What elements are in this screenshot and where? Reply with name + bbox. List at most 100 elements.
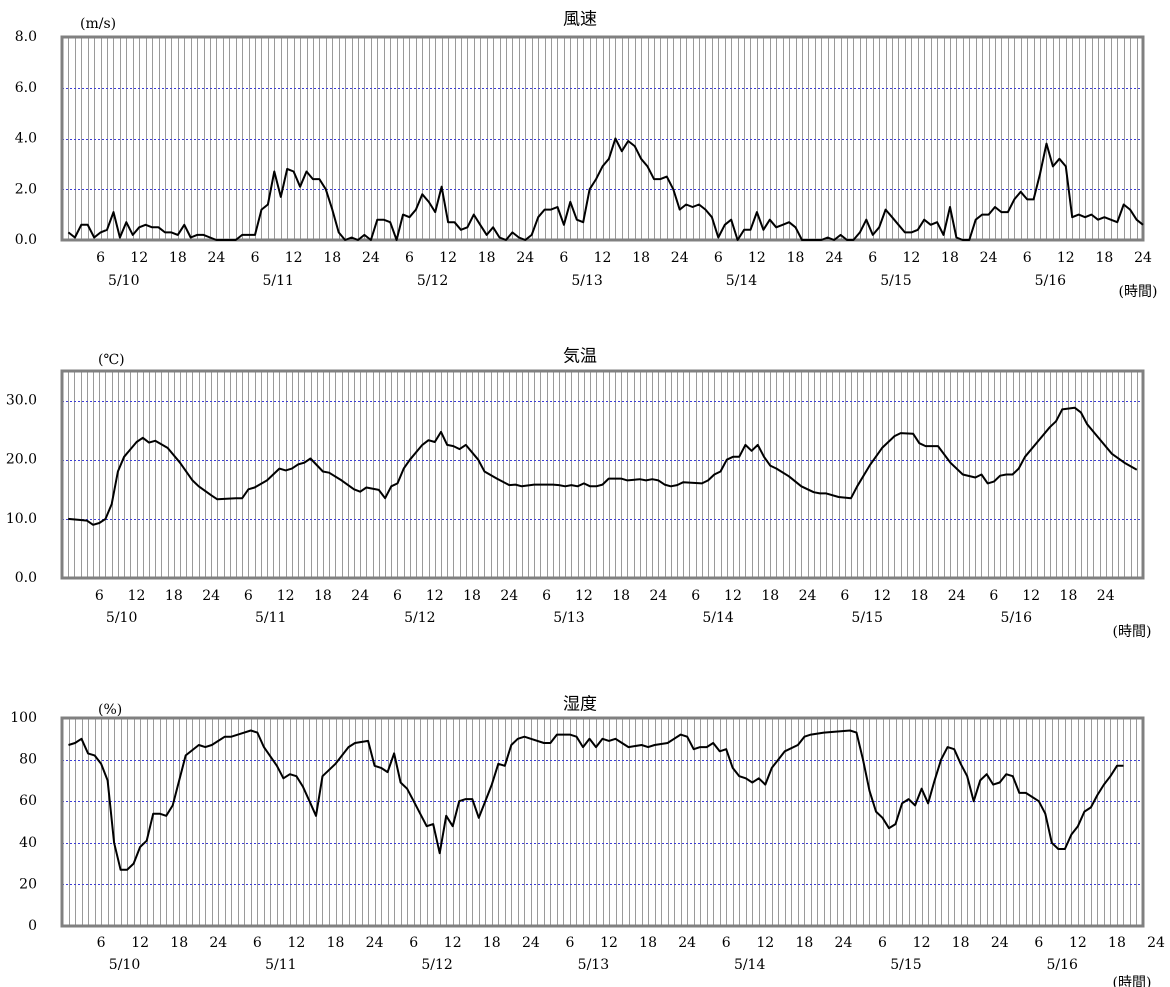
x-tick-label: 6 — [409, 935, 418, 951]
x-tick-label: 24 — [351, 588, 369, 604]
x-tick-label: 6 — [722, 935, 731, 951]
x-tick-label: 18 — [639, 935, 657, 951]
y-tick-label: 0 — [28, 918, 37, 934]
y-tick-label: 100 — [10, 710, 37, 726]
x-tick-label: 24 — [500, 588, 518, 604]
x-tick-label: 18 — [910, 588, 928, 604]
x-tick-label: 12 — [756, 935, 774, 951]
plot-area — [62, 718, 1143, 926]
x-tick-label: 24 — [1134, 250, 1152, 266]
y-axis-unit: (%) — [98, 702, 122, 718]
y-tick-label: 30.0 — [6, 393, 37, 409]
x-tick-label: 6 — [878, 935, 887, 951]
data-line — [68, 729, 1124, 871]
x-tick-label: 12 — [444, 935, 462, 951]
x-tick-label: 6 — [565, 935, 574, 951]
x-tick-label: 24 — [366, 935, 384, 951]
chart-title: 気温 — [563, 347, 597, 367]
x-tick-label: 18 — [941, 250, 959, 266]
day-label: 5/11 — [262, 273, 293, 289]
plot-frame — [60, 369, 1145, 580]
day-label: 5/15 — [890, 957, 921, 973]
x-tick-label: 6 — [1023, 250, 1032, 266]
day-label: 5/16 — [1035, 273, 1067, 289]
y-tick-label: 0.0 — [15, 570, 37, 586]
data-line — [68, 406, 1138, 526]
x-tick-label: 12 — [600, 935, 618, 951]
x-tick-label: 24 — [980, 250, 998, 266]
y-tick-label: 0.0 — [15, 232, 37, 248]
y-tick-label: 8.0 — [15, 29, 37, 45]
x-tick-label: 12 — [277, 588, 295, 604]
x-tick-label: 24 — [678, 935, 696, 951]
day-label: 5/12 — [421, 957, 452, 973]
x-tick-label: 6 — [868, 250, 877, 266]
day-label: 5/15 — [851, 610, 882, 626]
x-tick-label: 12 — [426, 588, 444, 604]
y-tick-label: 2.0 — [15, 181, 37, 197]
x-tick-label: 6 — [251, 250, 260, 266]
x-tick-label: 18 — [170, 935, 188, 951]
day-label: 5/11 — [255, 610, 286, 626]
day-label: 5/12 — [404, 610, 435, 626]
x-tick-label: 18 — [1108, 935, 1126, 951]
x-tick-label: 12 — [913, 935, 931, 951]
data-line — [67, 137, 1144, 241]
vertical-gridlines — [69, 718, 1137, 926]
x-tick-label: 6 — [97, 935, 106, 951]
x-tick-label: 24 — [522, 935, 540, 951]
x-tick-label: 12 — [288, 935, 306, 951]
y-tick-label: 40 — [19, 835, 37, 851]
x-tick-label: 12 — [285, 250, 303, 266]
x-tick-label: 12 — [873, 588, 891, 604]
x-tick-label: 12 — [724, 588, 742, 604]
x-tick-label: 18 — [323, 250, 341, 266]
day-label: 5/16 — [1047, 957, 1079, 973]
x-tick-label: 24 — [799, 588, 817, 604]
day-label: 5/14 — [702, 610, 734, 626]
plot-frame — [60, 35, 1145, 242]
x-tick-label: 12 — [1069, 935, 1087, 951]
x-tick-label: 6 — [1034, 935, 1043, 951]
x-tick-label: 24 — [649, 588, 667, 604]
day-label: 5/15 — [880, 273, 911, 289]
x-tick-label: 24 — [208, 250, 226, 266]
x-tick-label: 24 — [991, 935, 1009, 951]
day-label: 5/12 — [417, 273, 448, 289]
x-tick-label: 6 — [559, 250, 568, 266]
x-tick-label: 18 — [612, 588, 630, 604]
chart-title: 湿度 — [563, 695, 597, 715]
day-label: 5/11 — [265, 957, 296, 973]
x-tick-label: 12 — [594, 250, 612, 266]
x-tick-label: 12 — [128, 588, 146, 604]
x-tick-label: 18 — [463, 588, 481, 604]
x-tick-label: 24 — [948, 588, 966, 604]
x-tick-label: 24 — [835, 935, 853, 951]
x-tick-label: 18 — [483, 935, 501, 951]
x-tick-label: 24 — [671, 250, 689, 266]
y-tick-label: 20 — [19, 876, 37, 892]
x-tick-label: 6 — [393, 588, 402, 604]
x-tick-label: 6 — [244, 588, 253, 604]
x-tick-label: 18 — [632, 250, 650, 266]
x-tick-label: 18 — [1095, 250, 1113, 266]
day-label: 5/16 — [1001, 610, 1033, 626]
x-tick-label: 12 — [1057, 250, 1075, 266]
x-tick-label: 6 — [840, 588, 849, 604]
chart-title: 風速 — [563, 10, 597, 30]
y-tick-label: 60 — [19, 793, 37, 809]
x-tick-label: 24 — [362, 250, 380, 266]
day-label: 5/13 — [571, 273, 602, 289]
x-tick-label: 18 — [478, 250, 496, 266]
x-tick-label: 18 — [165, 588, 183, 604]
x-tick-label: 12 — [1022, 588, 1040, 604]
x-tick-label: 24 — [825, 250, 843, 266]
x-tick-label: 12 — [575, 588, 593, 604]
x-tick-label: 6 — [714, 250, 723, 266]
x-axis-unit: (時間) — [1113, 624, 1152, 640]
x-tick-label: 24 — [516, 250, 534, 266]
x-axis-unit: (時間) — [1119, 284, 1158, 300]
day-label: 5/10 — [109, 957, 140, 973]
